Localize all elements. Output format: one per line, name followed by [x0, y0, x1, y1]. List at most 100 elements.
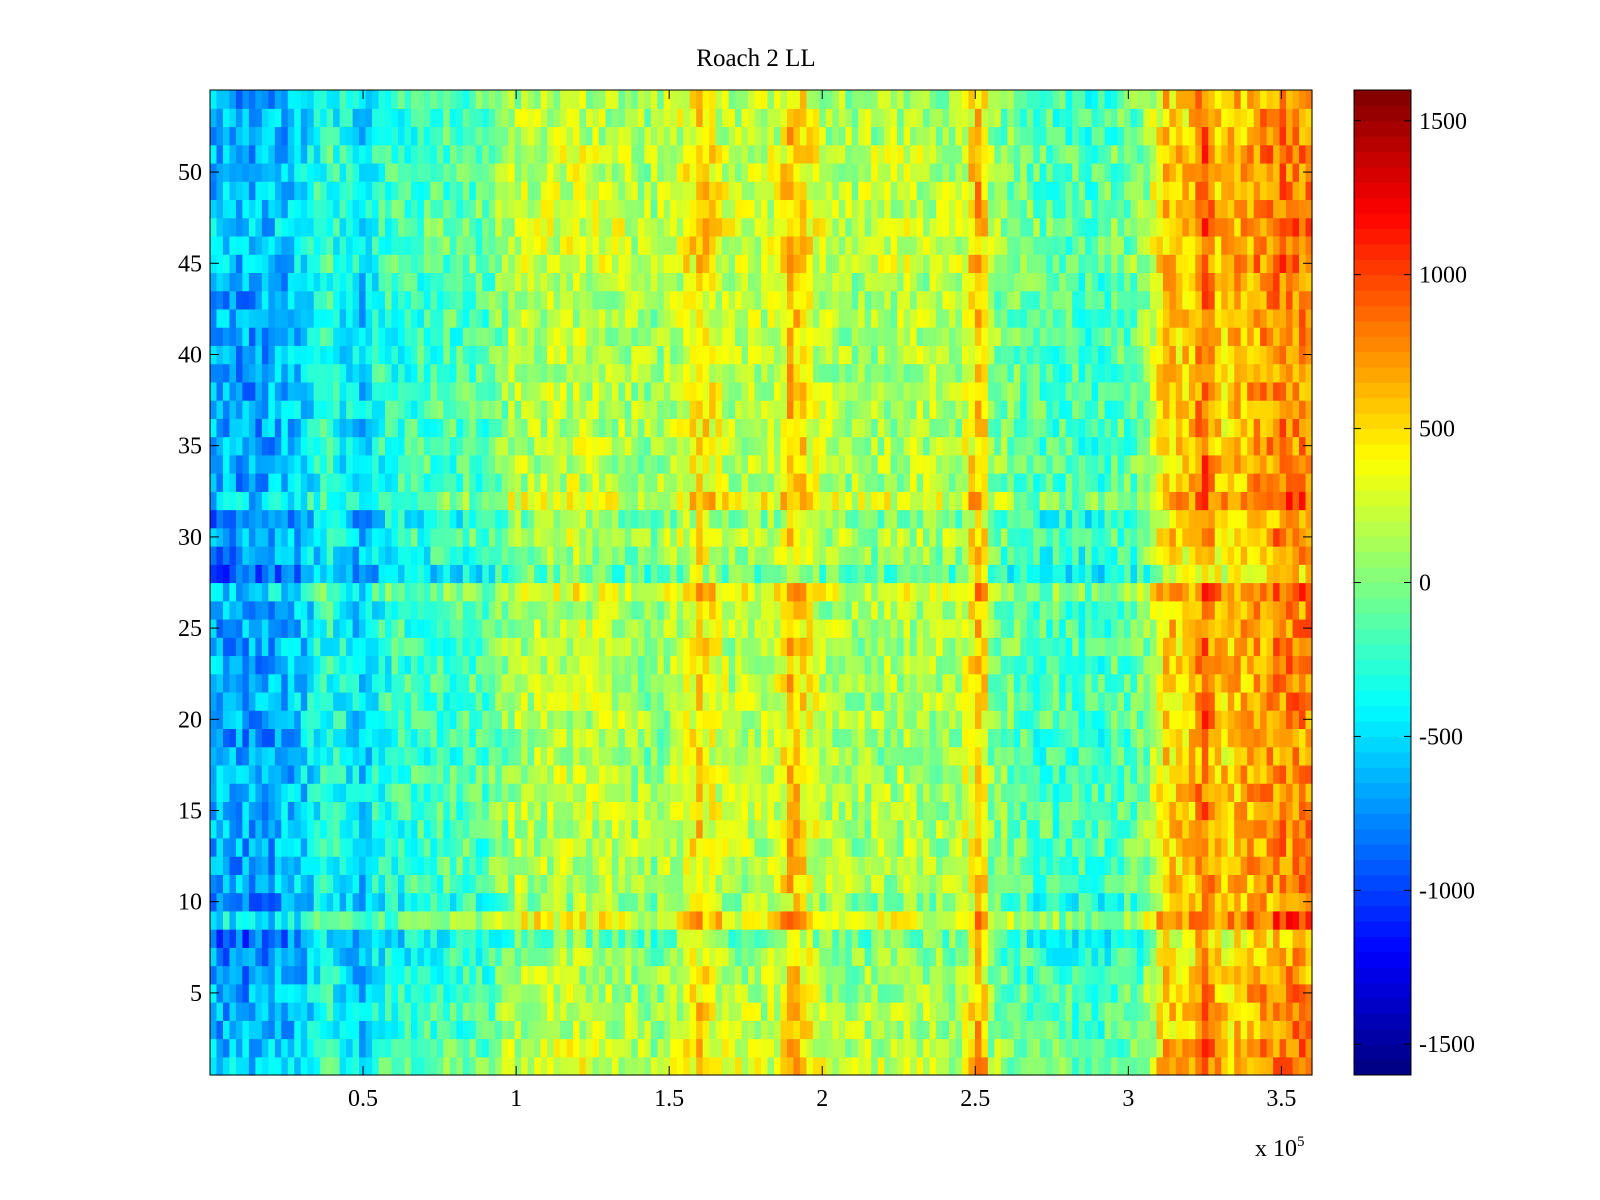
- heatmap-cell: [1305, 673, 1313, 693]
- heatmap-cell: [955, 546, 963, 565]
- heatmap-cell: [1059, 600, 1067, 620]
- heatmap-cell: [1078, 947, 1086, 967]
- heatmap-cell: [845, 600, 853, 620]
- heatmap-cell: [825, 764, 833, 784]
- heatmap-cell: [748, 564, 756, 584]
- heatmap-cell: [812, 801, 820, 821]
- heatmap-cell: [287, 1056, 295, 1076]
- heatmap-cell: [748, 983, 756, 1003]
- heatmap-cell: [676, 746, 684, 766]
- heatmap-cell: [508, 856, 516, 875]
- heatmap-cell: [1299, 1020, 1307, 1040]
- heatmap-cell: [1247, 655, 1255, 675]
- heatmap-cell: [1020, 618, 1028, 638]
- heatmap-cell: [1124, 819, 1132, 839]
- heatmap-cell: [1305, 965, 1313, 985]
- heatmap-cell: [981, 1056, 989, 1076]
- heatmap-cell: [741, 546, 749, 565]
- heatmap-cell: [754, 764, 762, 784]
- heatmap-cell: [968, 819, 976, 839]
- heatmap-cell: [540, 1002, 548, 1021]
- heatmap-cell: [222, 618, 231, 638]
- heatmap-cell: [1221, 546, 1229, 565]
- heatmap-cell: [1117, 801, 1125, 821]
- heatmap-cell: [1013, 655, 1021, 675]
- heatmap-cell: [748, 582, 756, 602]
- heatmap-cell: [1111, 728, 1119, 748]
- heatmap-cell: [1065, 1038, 1073, 1058]
- heatmap-cell: [761, 600, 769, 620]
- heatmap-cell: [1065, 983, 1073, 1003]
- heatmap-cell: [495, 1002, 503, 1021]
- heatmap-cell: [1201, 837, 1209, 857]
- heatmap-cell: [1124, 929, 1132, 948]
- heatmap-cell: [702, 983, 710, 1003]
- heatmap-cell: [540, 1056, 548, 1076]
- heatmap-cell: [210, 837, 218, 857]
- heatmap-cell: [657, 746, 665, 766]
- heatmap-cell: [916, 546, 924, 565]
- heatmap-cell: [1020, 837, 1028, 857]
- heatmap-cell: [229, 837, 237, 857]
- heatmap-cell: [683, 1020, 691, 1040]
- heatmap-cell: [235, 764, 244, 784]
- heatmap-cell: [1046, 673, 1054, 693]
- heatmap-cell: [508, 947, 516, 967]
- heatmap-cell: [955, 618, 963, 638]
- heatmap-cell: [877, 673, 885, 693]
- heatmap-cell: [1260, 728, 1268, 748]
- heatmap-cell: [397, 564, 406, 584]
- heatmap-cell: [469, 618, 477, 638]
- heatmap-cell: [443, 582, 451, 602]
- heatmap-cell: [339, 673, 347, 693]
- heatmap-cell: [1214, 783, 1222, 802]
- heatmap-cell: [508, 764, 516, 784]
- heatmap-cell: [352, 819, 360, 839]
- heatmap-cell: [235, 618, 244, 638]
- heatmap-cell: [216, 728, 224, 748]
- heatmap-cell: [449, 965, 457, 985]
- heatmap-cell: [333, 819, 341, 839]
- heatmap-cell: [598, 618, 607, 638]
- heatmap-cell: [294, 728, 302, 748]
- heatmap-cell: [657, 1020, 665, 1040]
- heatmap-cell: [702, 892, 710, 912]
- heatmap-cell: [508, 837, 516, 857]
- heatmap-cell: [1136, 801, 1145, 821]
- heatmap-cell: [560, 691, 568, 711]
- heatmap-cell: [1286, 856, 1294, 875]
- heatmap-cell: [1286, 983, 1294, 1003]
- heatmap-cell: [961, 783, 970, 802]
- heatmap-cell: [987, 582, 995, 602]
- heatmap-cell: [741, 728, 749, 748]
- heatmap-cell: [1221, 600, 1229, 620]
- heatmap-cell: [274, 746, 282, 766]
- heatmap-cell: [436, 874, 444, 894]
- heatmap-cell: [281, 929, 289, 948]
- heatmap-cell: [819, 856, 827, 875]
- heatmap-cell: [663, 1038, 671, 1058]
- heatmap-cell: [585, 637, 594, 657]
- heatmap-cell: [216, 965, 224, 985]
- heatmap-cell: [767, 1020, 775, 1040]
- heatmap-cell: [1286, 892, 1294, 912]
- heatmap-cell: [1000, 746, 1008, 766]
- heatmap-cell: [475, 527, 483, 547]
- heatmap-cell: [514, 929, 522, 948]
- heatmap-cell: [858, 983, 866, 1003]
- heatmap-cell: [611, 1002, 619, 1021]
- heatmap-cell: [372, 600, 380, 620]
- heatmap-cell: [248, 564, 256, 584]
- heatmap-cell: [462, 637, 470, 657]
- heatmap-cell: [1078, 655, 1086, 675]
- heatmap-cell: [1279, 983, 1287, 1003]
- heatmap-cell: [261, 637, 269, 657]
- heatmap-cell: [1260, 546, 1268, 565]
- heatmap-cell: [748, 710, 756, 730]
- heatmap-cell: [346, 837, 354, 857]
- heatmap-cell: [650, 1002, 658, 1021]
- heatmap-cell: [475, 783, 483, 802]
- heatmap-cell: [313, 1020, 321, 1040]
- heatmap-cell: [637, 1002, 645, 1021]
- heatmap-cell: [385, 783, 393, 802]
